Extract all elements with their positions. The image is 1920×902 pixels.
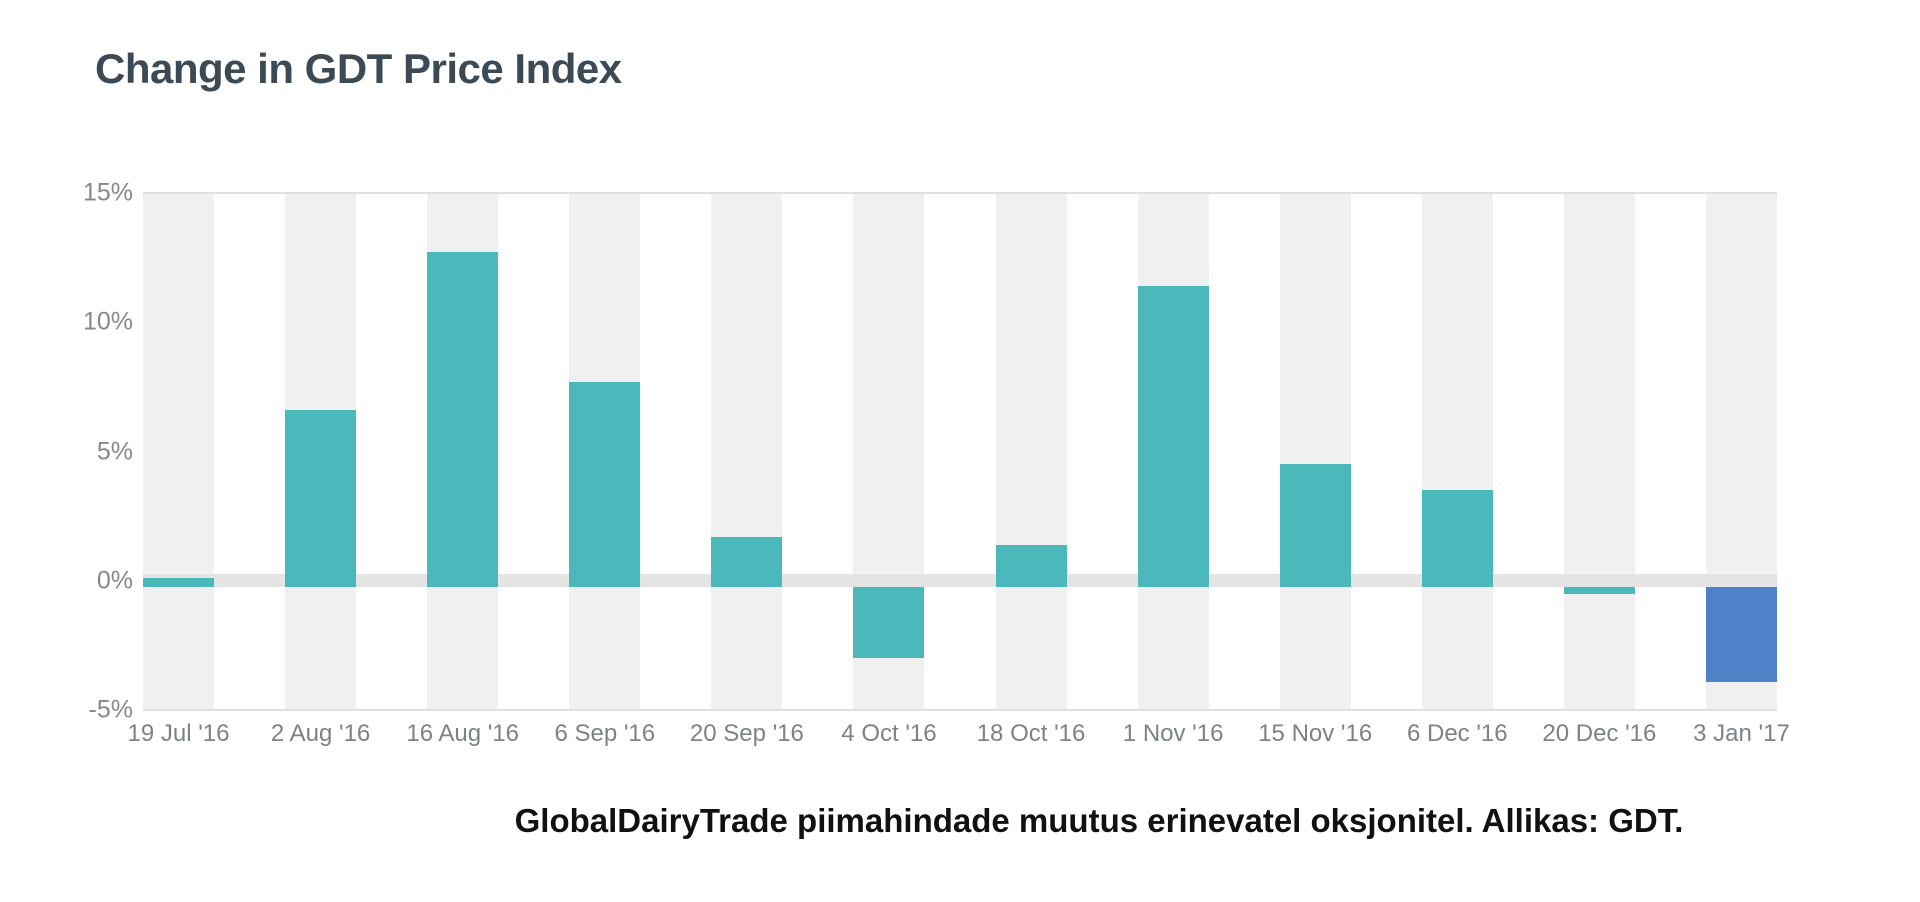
x-axis: 19 Jul '16 2 Aug '16 16 Aug '16 6 Sep '16 20… (128, 720, 1790, 756)
y-axis: 15% 10% 5% 0% -5% (0, 179, 133, 724)
x-tick-label: 4 Oct '16 (841, 720, 937, 747)
bar-18-oct-16 (995, 544, 1067, 587)
y-tick-label: 5% (96, 437, 133, 465)
background-stripe (1563, 193, 1635, 710)
y-tick-label: 10% (82, 307, 133, 336)
background-stripe (711, 193, 783, 710)
caption-row: GlobalDairyTrade piimahindade muutus eri… (0, 802, 1920, 840)
background-stripe (1421, 193, 1493, 710)
bar-16-aug-16 (427, 252, 499, 587)
x-tick-label: 18 Oct '16 (976, 720, 1086, 747)
x-tick-label: 20 Sep '16 (689, 720, 804, 747)
y-tick-label: 15% (82, 178, 133, 207)
bar-4-oct-16 (853, 586, 925, 659)
x-tick-label: 19 Jul '16 (127, 720, 230, 747)
y-tick-label: -5% (88, 695, 133, 724)
x-tick-label: 20 Dec '16 (1542, 720, 1657, 747)
plot-area (143, 192, 1777, 711)
x-tick-label: 2 Aug '16 (270, 720, 371, 747)
x-tick-label: 3 Jan '17 (1693, 720, 1790, 747)
gridline-top (143, 192, 1777, 194)
zero-baseline (143, 573, 1777, 587)
x-tick-label: 6 Dec '16 (1406, 720, 1508, 747)
bar-19-jul-16 (143, 578, 215, 587)
bar-2-aug-16 (285, 410, 357, 587)
x-tick-label: 6 Sep '16 (554, 720, 656, 747)
chart-caption: GlobalDairyTrade piimahindade muutus eri… (514, 802, 1684, 839)
x-tick-label: 16 Aug '16 (406, 720, 520, 747)
bar-3-jan-17 (1705, 586, 1777, 682)
bar-1-nov-16 (1137, 286, 1209, 587)
background-stripe (995, 193, 1067, 710)
bar-6-dec-16 (1421, 490, 1493, 587)
y-tick-label: 0% (96, 566, 133, 595)
bar-20-dec-16 (1563, 586, 1635, 594)
x-tick-label: 1 Nov '16 (1122, 720, 1224, 747)
page-title: Change in GDT Price Index (95, 45, 622, 92)
background-stripe (1279, 193, 1351, 710)
gridline-bottom (143, 709, 1777, 711)
background-stripe (143, 193, 215, 710)
bar-6-sep-16 (569, 381, 641, 587)
bar-20-sep-16 (711, 536, 783, 587)
x-tick-label: 15 Nov '16 (1258, 720, 1373, 747)
bar-15-nov-16 (1279, 464, 1351, 587)
